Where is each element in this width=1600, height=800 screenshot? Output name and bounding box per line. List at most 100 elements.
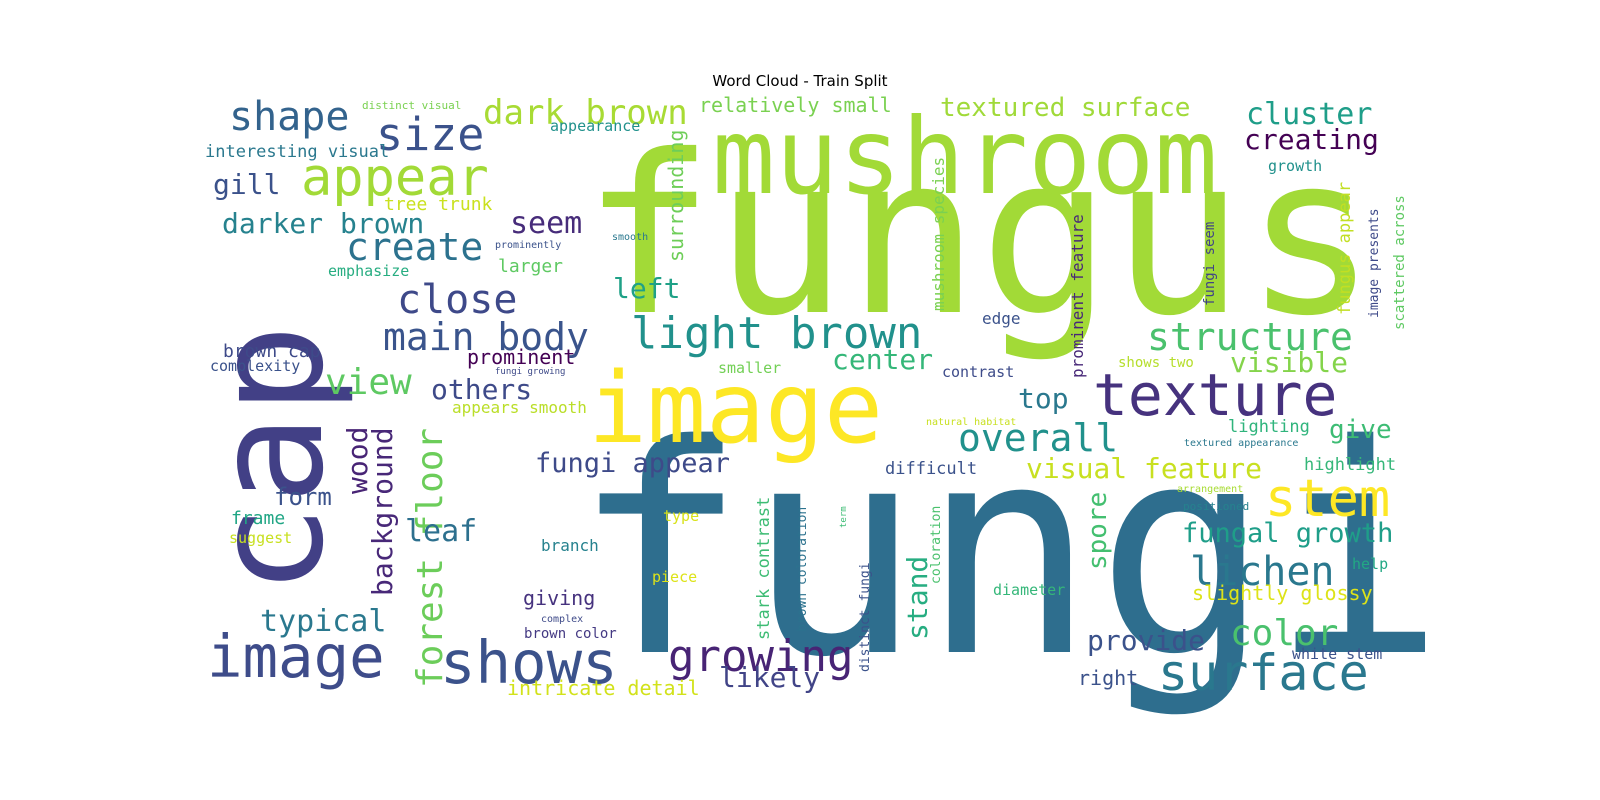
word-difficult: difficult bbox=[885, 459, 977, 479]
word-white-stem: white stem bbox=[1292, 645, 1382, 663]
word-smaller: smaller bbox=[718, 359, 781, 377]
word-textured-appearance: textured appearance bbox=[1184, 438, 1298, 449]
word-tree-trunk: tree trunk bbox=[384, 194, 493, 215]
word-shows: shows bbox=[440, 628, 618, 697]
word-form: form bbox=[274, 483, 332, 511]
word-arrangement: arrangement bbox=[1177, 484, 1243, 495]
word-view: view bbox=[325, 362, 412, 403]
word-size: size bbox=[376, 108, 484, 161]
word-color: color bbox=[1230, 613, 1338, 654]
word-mushroom: mushroom bbox=[712, 96, 1218, 218]
word-visible: visible bbox=[1230, 346, 1348, 379]
word-edge: edge bbox=[982, 309, 1021, 328]
word-appear: appear bbox=[301, 148, 489, 208]
word-right: right bbox=[1078, 666, 1138, 690]
word-main-body: main body bbox=[383, 315, 589, 359]
word-distinct-visual: distinct visual bbox=[362, 99, 461, 112]
word-prominent: prominent bbox=[467, 345, 575, 369]
word-brown-coloration: brown coloration bbox=[795, 507, 810, 632]
word-visual-feature: visual feature bbox=[1026, 452, 1262, 485]
word-fungi-seem: fungi seem bbox=[1202, 222, 1218, 306]
word-coloration: coloration bbox=[929, 506, 944, 584]
word-light-brown: light brown bbox=[631, 308, 922, 359]
word-complex: complex bbox=[541, 614, 583, 625]
word-likely: likely bbox=[719, 661, 820, 694]
word-type: type bbox=[663, 507, 699, 525]
word-create: create bbox=[346, 225, 483, 269]
word-typical: typical bbox=[260, 604, 386, 639]
word-complexity: complexity bbox=[210, 357, 300, 375]
word-lichen: lichen bbox=[1190, 549, 1335, 595]
word-appearance: appearance bbox=[550, 117, 640, 135]
word-leaf: leaf bbox=[405, 514, 477, 549]
word-creating: creating bbox=[1244, 123, 1379, 156]
word-dark-brown: dark brown bbox=[483, 93, 688, 133]
word-growing: growing bbox=[668, 631, 853, 682]
word-shape: shape bbox=[229, 94, 349, 140]
word-forest-floor: forest floor bbox=[410, 428, 451, 688]
word-frame: frame bbox=[231, 508, 285, 529]
chart-title: Word Cloud - Train Split bbox=[712, 72, 888, 90]
word-surface: surface bbox=[1158, 644, 1369, 702]
word-giving: giving bbox=[523, 586, 595, 610]
word-positioned: positioned bbox=[1183, 500, 1249, 513]
word-fungi-appear: fungi appear bbox=[535, 448, 730, 479]
word-relatively-small: relatively small bbox=[699, 93, 892, 117]
word-interesting-visual: interesting visual bbox=[205, 142, 389, 162]
word-lighting: lighting bbox=[1228, 417, 1310, 437]
word-texture: texture bbox=[1093, 361, 1337, 429]
word-fungal-growth: fungal growth bbox=[1182, 518, 1393, 549]
word-larger: larger bbox=[498, 256, 563, 277]
word-fungus-appear: fungus appear bbox=[1335, 182, 1355, 315]
word-image-presents: image presents bbox=[1367, 208, 1382, 318]
word-fungi: fungi bbox=[572, 384, 1445, 721]
word-prominent-feature: prominent feature bbox=[1068, 214, 1087, 378]
word-fungus: fungus bbox=[582, 108, 1377, 364]
word-cap: cap bbox=[183, 324, 357, 595]
word-stand: stand bbox=[901, 556, 934, 640]
word-piece: piece bbox=[652, 568, 697, 586]
word-structure: structure bbox=[1147, 315, 1353, 359]
word-contrast: contrast bbox=[942, 363, 1014, 381]
word-shows-two: shows two bbox=[1118, 355, 1194, 371]
word-cluster: cluster bbox=[1246, 97, 1372, 132]
word-highlight: highlight bbox=[1304, 455, 1396, 475]
word-suggest: suggest bbox=[229, 529, 292, 547]
word-left: left bbox=[613, 272, 680, 305]
word-others: others bbox=[431, 373, 532, 406]
word-provide: provide bbox=[1087, 624, 1205, 657]
word-stark-contrast: stark contrast bbox=[754, 497, 774, 640]
word-overall: overall bbox=[958, 416, 1118, 460]
word-appears-smooth: appears smooth bbox=[452, 398, 587, 417]
word-natural-habitat: natural habitat bbox=[926, 417, 1016, 428]
word-spore: spore bbox=[1083, 492, 1113, 570]
word-give: give bbox=[1329, 415, 1392, 445]
word-darker-brown: darker brown bbox=[222, 207, 424, 240]
word-slightly-glossy: slightly glossy bbox=[1192, 581, 1373, 605]
word-stem: stem bbox=[1265, 469, 1390, 529]
word-emphasize: emphasize bbox=[328, 262, 409, 280]
word-smooth: smooth bbox=[612, 232, 648, 243]
word-mushroom-species: mushroom species bbox=[929, 157, 948, 311]
word-growth: growth bbox=[1268, 157, 1322, 175]
word-gill: gill bbox=[213, 168, 280, 201]
word-help: help bbox=[1352, 555, 1388, 573]
word-distinct-fungi: distinct fungi bbox=[858, 562, 873, 672]
word-background: background bbox=[366, 427, 399, 596]
word-fungi-growing: fungi growing bbox=[495, 367, 565, 377]
word-surrounding: surrounding bbox=[664, 130, 688, 262]
word-center: center bbox=[832, 343, 933, 376]
word-wood: wood bbox=[341, 427, 374, 494]
word-brown-color: brown color bbox=[524, 626, 617, 642]
word-textured-surface: textured surface bbox=[940, 93, 1190, 123]
word-term: term bbox=[839, 506, 849, 528]
word-seem: seem bbox=[510, 206, 582, 241]
word-image: image bbox=[588, 352, 883, 466]
word-branch: branch bbox=[541, 536, 599, 555]
word-intricate-detail: intricate detail bbox=[507, 676, 700, 700]
word-prominently: prominently bbox=[495, 240, 561, 251]
word-scattered-across: scattered across bbox=[1392, 195, 1408, 330]
word-diameter: diameter bbox=[993, 581, 1065, 599]
